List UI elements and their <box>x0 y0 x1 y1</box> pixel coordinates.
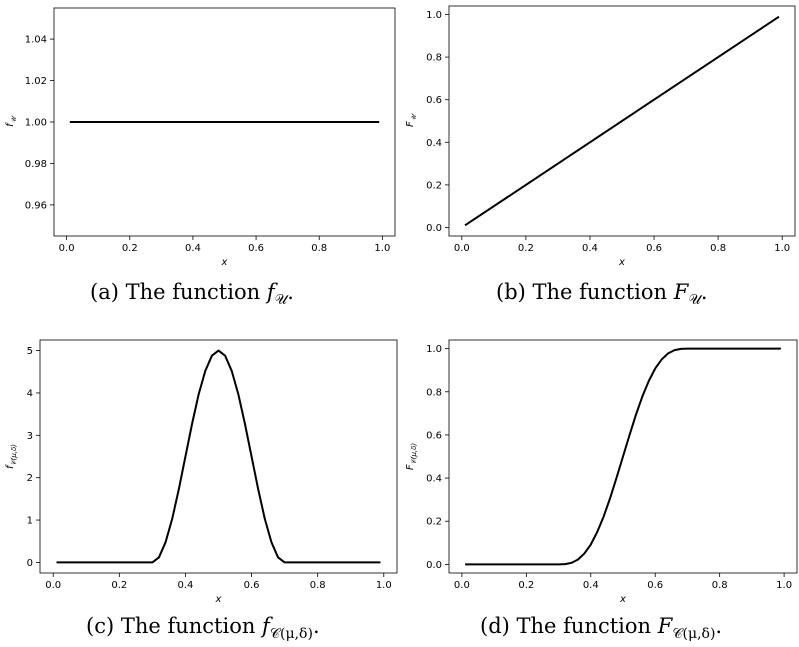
panel-a: 0.0 0.2 0.4 0.6 0.8 1.0 0.96 0.98 1.00 1.02 1.04 x f… <box>0 0 400 320</box>
panel-d: 0.0 0.2 0.4 0.6 0.8 1.0 0.0 0.2 0.4 0.6 0.8 1.0 x F𝒞(… <box>400 330 799 647</box>
y-tick-label: 3 <box>27 431 33 442</box>
caption-a-suffix: . <box>287 280 294 304</box>
x-tick-label: 0.0 <box>59 243 75 254</box>
chart-a: 0.0 0.2 0.4 0.6 0.8 1.0 0.96 0.98 1.00 1.02 1.04 x f… <box>5 7 396 268</box>
y-tick-label: 0.4 <box>426 138 442 149</box>
y-axis-label-symbol: F <box>405 121 416 127</box>
y-tick-label: 0.8 <box>426 387 442 398</box>
y-tick-label: 0.0 <box>426 560 442 571</box>
y-tick-label: 1 <box>27 516 33 527</box>
series-line <box>56 349 381 564</box>
y-tick-label: 0.2 <box>426 180 442 191</box>
caption-d-symbol: F <box>657 614 673 638</box>
y-axis-label: f𝒰 <box>5 114 18 127</box>
plot-frame <box>448 339 798 574</box>
caption-a: (a) The function f𝒰. <box>90 280 294 308</box>
y-axis-label-subscript: 𝒞(μ,δ) <box>410 443 418 465</box>
caption-c-suffix: . <box>312 614 320 638</box>
y-axis-label-subscript: 𝒞(μ,δ) <box>10 444 18 466</box>
y-tick-label: 2 <box>27 473 33 484</box>
x-tick-label: 0.8 <box>310 580 326 591</box>
x-axis-label: x <box>618 257 625 268</box>
y-axis-label: F𝒞(μ,δ) <box>405 443 418 471</box>
y-tick-label: 0.0 <box>426 223 442 234</box>
y-tick-label: 0.4 <box>426 474 442 485</box>
x-tick-label: 0.6 <box>248 243 264 254</box>
x-tick-label: 0.8 <box>712 580 728 591</box>
caption-a-subscript: 𝒰 <box>274 292 288 309</box>
x-tick-label: 0.6 <box>647 580 663 591</box>
plot-frame <box>448 5 796 237</box>
x-tick-label: 0.8 <box>710 243 726 254</box>
x-tick-label: 0.0 <box>454 243 470 254</box>
y-tick-label: 0.98 <box>25 159 47 170</box>
x-axis-label: x <box>215 594 222 605</box>
plot-frame <box>39 339 398 574</box>
x-tick-label: 1.0 <box>374 243 390 254</box>
x-tick-label: 0.6 <box>244 580 260 591</box>
y-tick-label: 0.96 <box>25 200 47 211</box>
x-axis-label: x <box>619 594 626 605</box>
caption-c: (c) The function f𝒞(μ,δ). <box>86 614 320 642</box>
caption-b-subscript: 𝒰 <box>688 292 701 309</box>
y-axis-label-symbol: F <box>405 464 416 470</box>
x-tick-label: 0.2 <box>122 243 138 254</box>
x-tick-label: 0.4 <box>583 580 599 591</box>
caption-d-text: (d) The function <box>480 614 658 638</box>
panel-c: 0.0 0.2 0.4 0.6 0.8 1.0 0 1 2 3 4 5 x f𝒞(μ,δ) (c) The… <box>0 330 400 647</box>
x-tick-label: 0.2 <box>518 580 534 591</box>
x-tick-label: 0.6 <box>646 243 662 254</box>
x-tick-label: 0.0 <box>454 580 470 591</box>
y-axis-label-symbol: f <box>5 122 16 127</box>
caption-b-symbol: F <box>673 280 689 304</box>
panel-b: 0.0 0.2 0.4 0.6 0.8 1.0 0.0 0.2 0.4 0.6 0.8 1.0 x F𝒰 … <box>400 0 799 320</box>
caption-b: (b) The function F𝒰. <box>496 280 708 308</box>
y-tick-label: 1.02 <box>25 76 47 87</box>
caption-c-symbol: f <box>262 614 270 638</box>
y-tick-label: 0.6 <box>426 95 442 106</box>
caption-b-suffix: . <box>700 280 708 304</box>
y-tick-label: 1.0 <box>426 10 442 21</box>
y-tick-label: 0.8 <box>426 53 442 64</box>
chart-d: 0.0 0.2 0.4 0.6 0.8 1.0 0.0 0.2 0.4 0.6 0.8 1.0 x F𝒞(… <box>405 339 798 605</box>
caption-b-text: (b) The function <box>496 280 674 304</box>
caption-d: (d) The function F𝒞(μ,δ). <box>480 614 722 642</box>
x-tick-label: 1.0 <box>774 243 790 254</box>
caption-c-text: (c) The function <box>86 614 263 638</box>
x-tick-label: 0.8 <box>311 243 327 254</box>
x-tick-label: 0.0 <box>45 580 61 591</box>
y-tick-label: 1.04 <box>25 35 47 46</box>
y-tick-label: 0 <box>27 558 33 569</box>
series-line <box>465 347 781 566</box>
y-axis-label-subscript: 𝒰 <box>410 112 418 121</box>
y-tick-label: 5 <box>27 346 33 357</box>
x-tick-label: 0.4 <box>582 243 598 254</box>
x-axis-label: x <box>221 257 228 268</box>
caption-d-subscript: 𝒞(μ,δ) <box>672 626 716 643</box>
caption-c-subscript: 𝒞(μ,δ) <box>269 626 313 643</box>
caption-a-text: (a) The function <box>90 280 267 304</box>
x-tick-label: 0.4 <box>185 243 201 254</box>
y-axis-label-subscript: 𝒰 <box>10 114 18 123</box>
y-tick-label: 4 <box>27 388 33 399</box>
chart-c: 0.0 0.2 0.4 0.6 0.8 1.0 0 1 2 3 4 5 x f𝒞(μ,δ) <box>5 339 398 605</box>
y-axis-label: f𝒞(μ,δ) <box>5 444 18 469</box>
y-tick-label: 0.2 <box>426 517 442 528</box>
series-line <box>464 15 780 227</box>
caption-a-symbol: f <box>266 280 275 304</box>
x-tick-label: 0.2 <box>518 243 534 254</box>
y-axis-label: F𝒰 <box>405 112 418 127</box>
x-tick-label: 0.2 <box>111 580 127 591</box>
x-tick-label: 1.0 <box>776 580 792 591</box>
x-tick-label: 0.4 <box>177 580 193 591</box>
y-tick-label: 1.00 <box>25 118 47 129</box>
y-axis-label-symbol: f <box>5 464 16 469</box>
caption-d-suffix: . <box>715 614 723 638</box>
y-tick-label: 0.6 <box>426 430 442 441</box>
chart-b: 0.0 0.2 0.4 0.6 0.8 1.0 0.0 0.2 0.4 0.6 0.8 1.0 x F𝒰 <box>405 5 796 268</box>
y-tick-label: 1.0 <box>426 344 442 355</box>
x-tick-label: 1.0 <box>376 580 392 591</box>
